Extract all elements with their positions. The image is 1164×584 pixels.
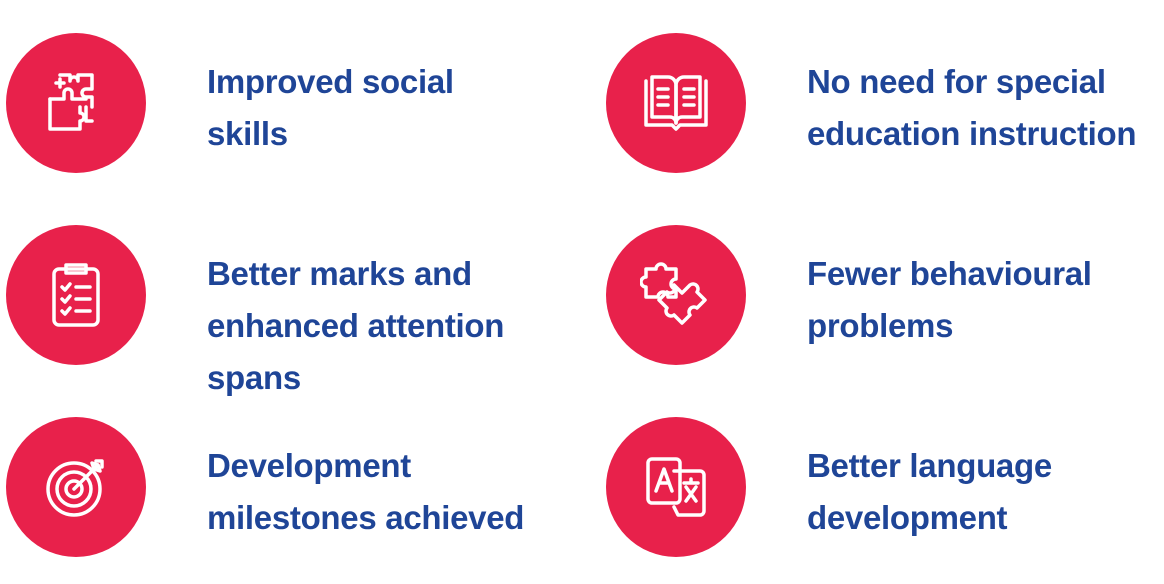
benefit-line: Development (207, 447, 411, 484)
benefit-line: Fewer behavioural (807, 255, 1092, 292)
benefit-label-1: Improved social skills (207, 56, 454, 160)
benefit-line: education instruction (807, 115, 1137, 152)
target-arrow-icon (46, 459, 104, 517)
benefit-label-3: Better marks and enhanced attention span… (207, 248, 504, 404)
puzzle-pieces-icon (640, 262, 707, 325)
benefit-line: development (807, 499, 1008, 536)
benefit-label-5: Development milestones achieved (207, 440, 524, 544)
open-book-icon (644, 75, 708, 131)
benefit-line: No need for special (807, 63, 1106, 100)
puzzle-brain-icon (48, 73, 94, 131)
benefit-line: Improved social (207, 63, 454, 100)
benefit-line: milestones achieved (207, 499, 525, 536)
puzzle-pieces-icon-circle (606, 225, 746, 365)
translate-icon (646, 457, 706, 517)
target-arrow-icon-circle (6, 417, 146, 557)
benefit-line: Better marks and (207, 255, 472, 292)
benefit-line: spans (207, 359, 301, 396)
benefit-label-4: Fewer behavioural problems (807, 248, 1092, 352)
benefit-line: problems (807, 307, 954, 344)
benefit-label-6: Better language development (807, 440, 1052, 544)
translate-icon-circle (606, 417, 746, 557)
checklist-clipboard-icon-circle (6, 225, 146, 365)
checklist-clipboard-icon (52, 263, 100, 327)
benefit-line: skills (207, 115, 288, 152)
benefit-line: enhanced attention (207, 307, 505, 344)
benefit-label-2: No need for special education instructio… (807, 56, 1137, 160)
open-book-icon-circle (606, 33, 746, 173)
puzzle-brain-icon-circle (6, 33, 146, 173)
benefit-line: Better language (807, 447, 1052, 484)
